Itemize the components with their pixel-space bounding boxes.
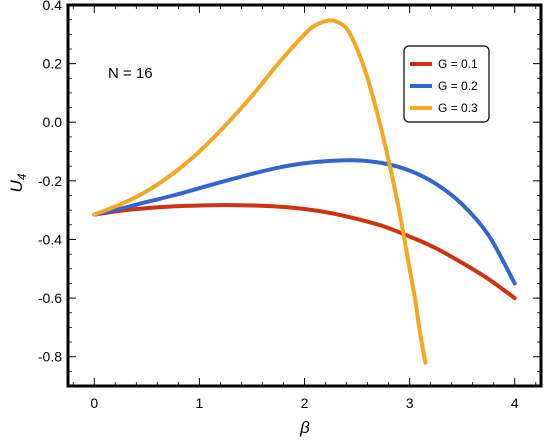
annotation-n: N = 16 (108, 65, 153, 82)
y-tick-label: -0.6 (38, 290, 62, 306)
legend: G = 0.1 G = 0.2 G = 0.3 (403, 45, 490, 123)
legend-label: G = 0.1 (438, 57, 478, 71)
x-tick-label: 1 (195, 395, 203, 411)
y-tick-label: -0.4 (38, 231, 62, 247)
series-line-2 (92, 158, 517, 286)
y-axis-label-main: U (7, 179, 26, 192)
y-tick-label: 0.4 (43, 0, 63, 13)
y-tick-label: -0.8 (38, 349, 62, 365)
series-line-1 (92, 203, 517, 301)
y-tick-label: 0.0 (43, 114, 63, 130)
svg-text:U4: U4 (7, 173, 29, 192)
legend-label: G = 0.3 (438, 101, 478, 115)
x-tick-label: 0 (90, 395, 98, 411)
x-axis-label: β (299, 418, 310, 437)
x-tick-label: 3 (406, 395, 414, 411)
x-tick-label: 4 (511, 395, 519, 411)
series-line-3 (92, 18, 428, 365)
ticks: 0 1 2 3 4 0.4 0.2 0.0 -0.2 -0.4 -0.6 -0.8 (38, 0, 541, 411)
legend-label: G = 0.2 (438, 79, 478, 93)
y-tick-label: -0.2 (38, 173, 62, 189)
y-tick-label: 0.2 (43, 56, 63, 72)
y-axis-label: U4 (7, 173, 29, 192)
y-axis-label-sub: 4 (15, 173, 29, 180)
x-tick-label: 2 (301, 395, 309, 411)
series-lines (92, 18, 517, 365)
